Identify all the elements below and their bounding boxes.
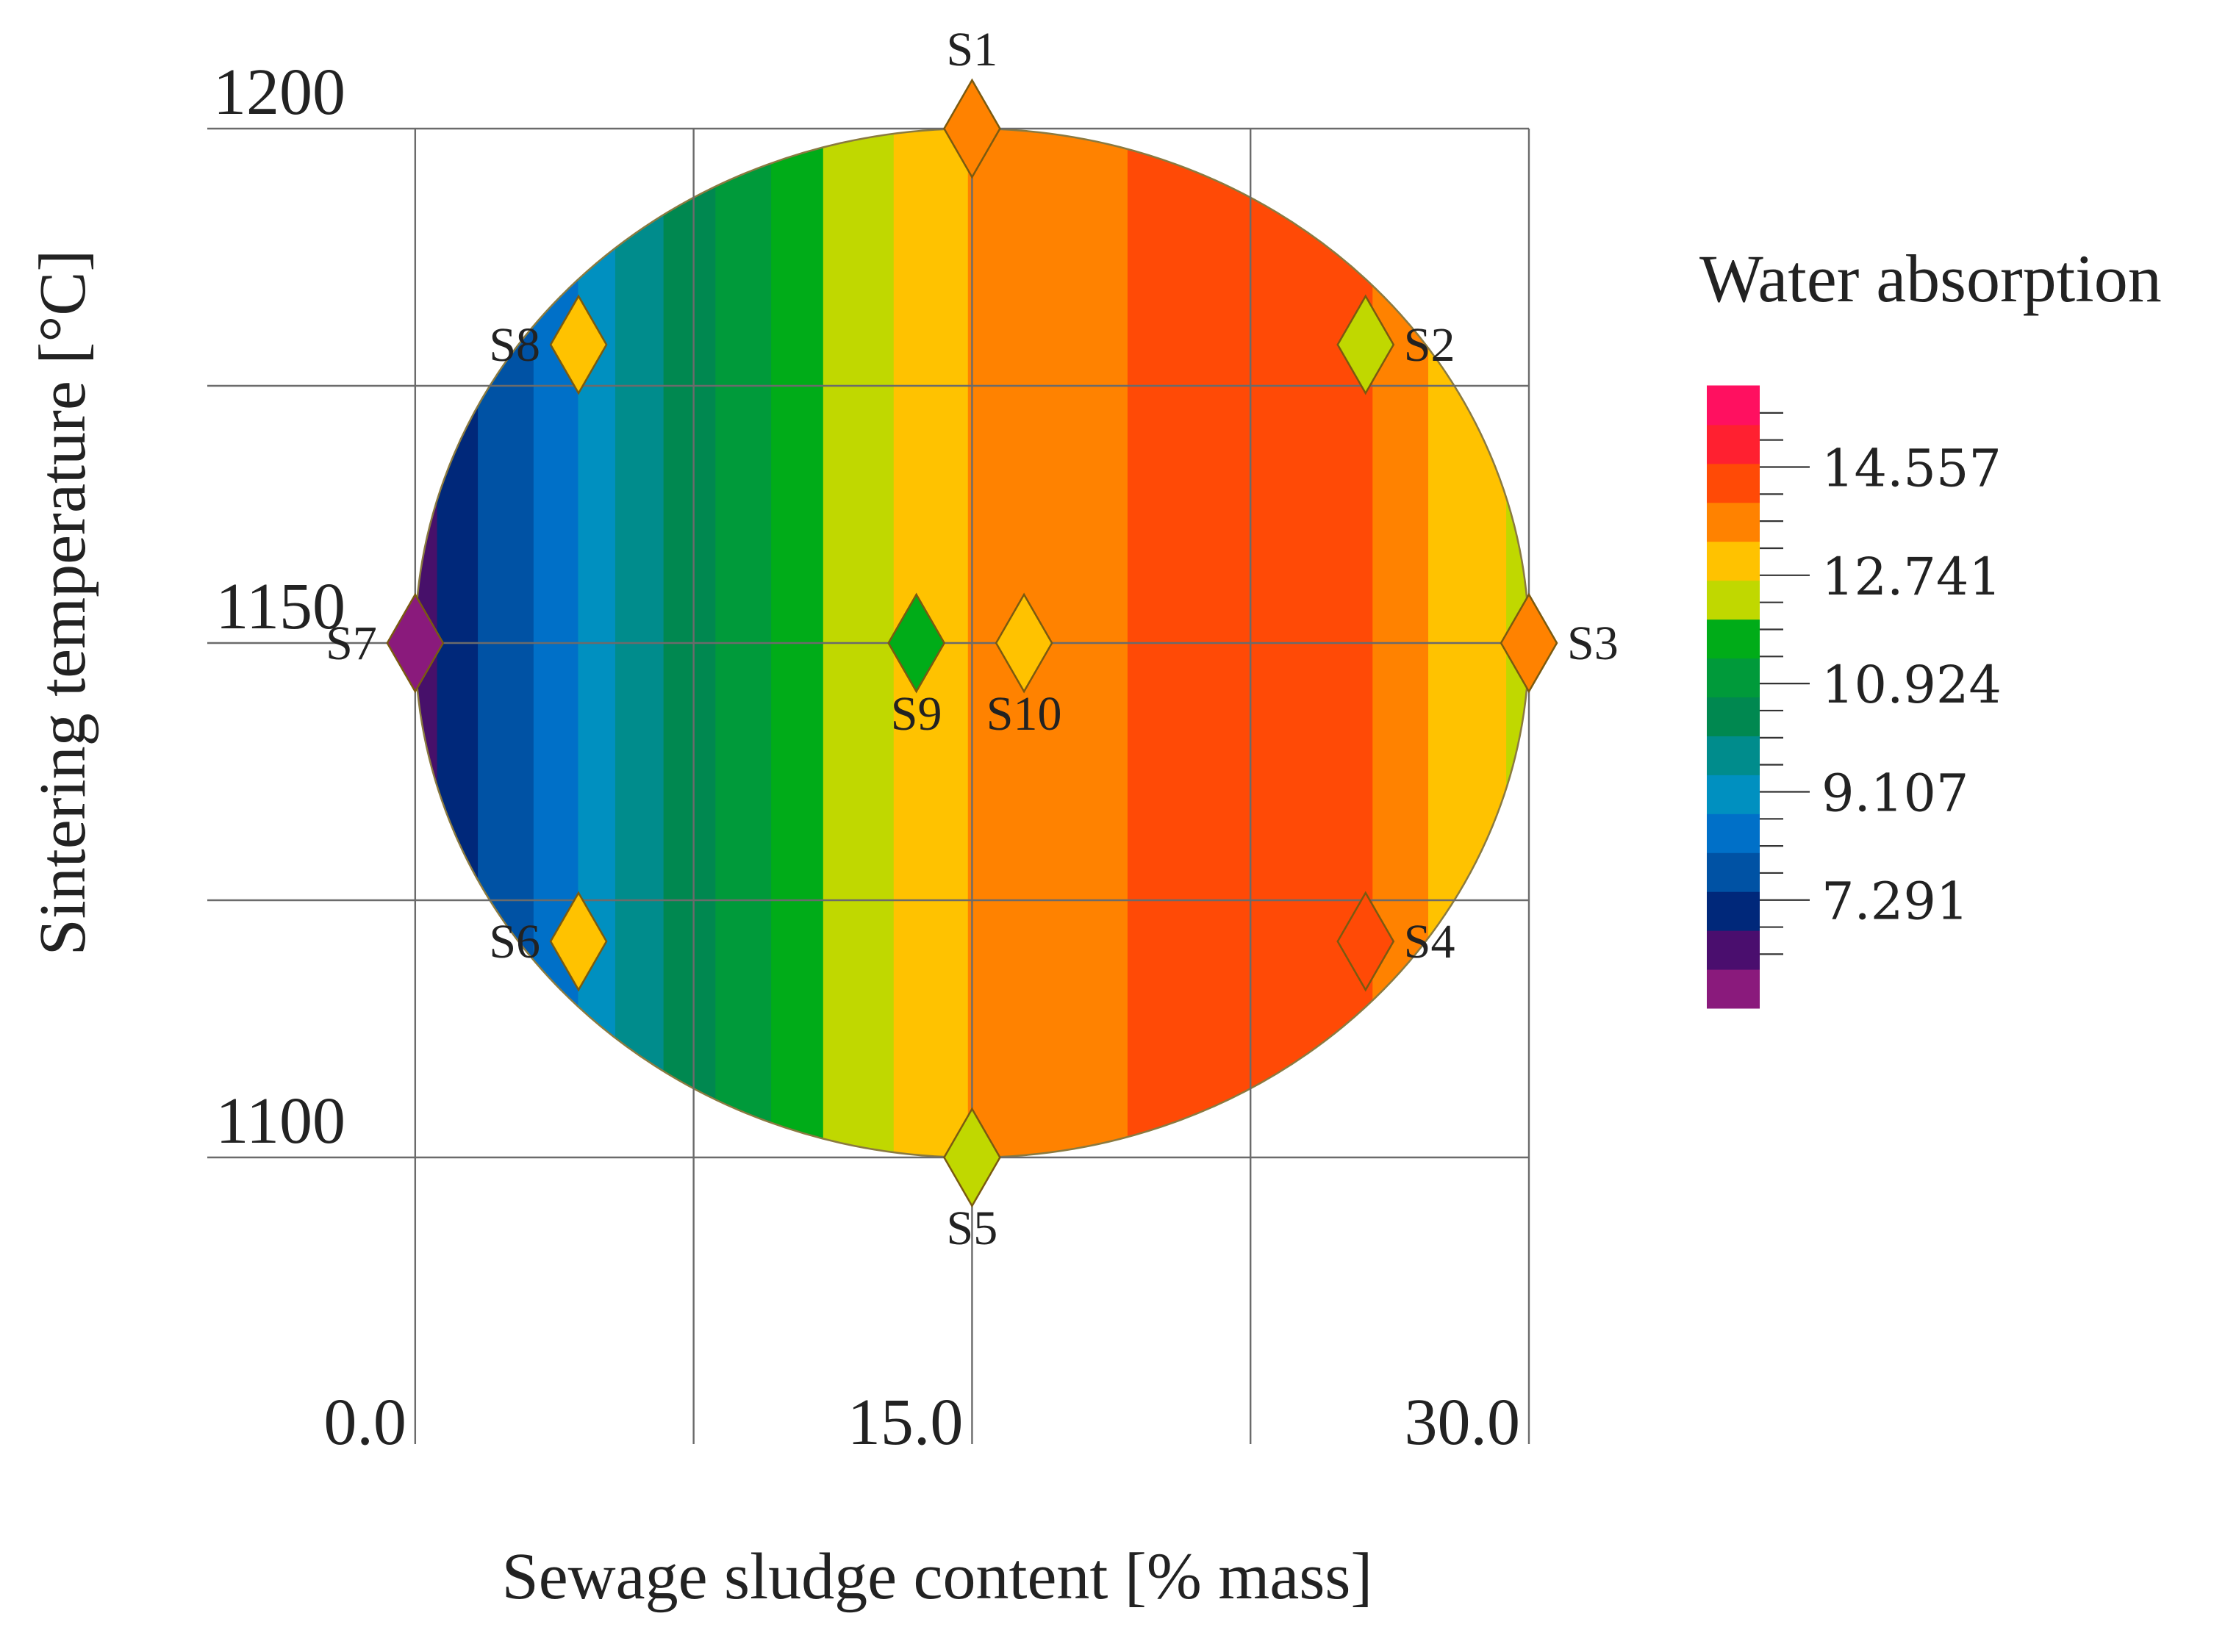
point-label-s8: S8 [489,318,540,372]
y-tick-label: 1200 [213,56,345,129]
point-label-s9: S9 [891,687,942,741]
point-marker-s10 [995,592,1053,694]
legend-title: Water absorption [1699,241,2162,316]
legend-color-bar [1707,385,1760,1009]
legend-swatch-3 [1707,891,1760,931]
point-marker-s1 [942,78,1001,179]
legend-tick-label: 10.924 [1821,655,2002,715]
y-axis-title: Sintering temperature [°C] [26,250,99,956]
legend-tick-label: 12.741 [1821,547,2002,607]
legend-swatch-6 [1707,774,1760,814]
legend-ticks: 14.557 12.741 10.924 9.107 7.291 [1760,412,2002,955]
legend-swatch-14 [1707,463,1760,503]
point-marker-s4 [1336,891,1395,992]
x-tick-label: 30.0 [1405,1386,1521,1459]
point-label-s1: S1 [947,23,998,76]
legend-swatch-15 [1707,424,1760,464]
x-tick-label: 15.0 [848,1386,964,1459]
legend-swatch-2 [1707,930,1760,970]
point-label-s10: S10 [986,687,1062,741]
point-label-s3: S3 [1567,617,1619,670]
legend-swatch-10 [1707,619,1760,659]
y-tick-label: 1150 [215,570,345,643]
point-marker-s2 [1336,294,1395,395]
legend-swatch-9 [1707,658,1760,697]
legend-tick-label: 14.557 [1821,439,2002,499]
legend-swatch-11 [1707,580,1760,620]
legend-tick-label: 9.107 [1821,763,1968,823]
legend: Water absorption 14.557 12.741 10.924 9.107… [1699,241,2162,1009]
legend-swatch-13 [1707,502,1760,542]
point-label-s5: S5 [947,1202,998,1255]
point-marker-s7 [386,592,445,694]
x-axis-title: Sewage sludge content [% mass] [502,1540,1373,1613]
y-tick-label: 1100 [215,1085,345,1157]
axis-tick-labels: 1200 1150 1100 0.0 15.0 30.0 [213,56,1520,1459]
legend-swatch-8 [1707,697,1760,736]
point-marker-s8 [549,294,608,395]
legend-swatch-1 [1707,969,1760,1009]
point-marker-s6 [549,891,608,992]
design-points: S1 S2 S3 S4 S5 S6 S7 S8 S9 S10 [326,23,1619,1255]
x-tick-label: 0.0 [323,1386,406,1459]
legend-swatch-7 [1707,735,1760,775]
grid-lines [207,127,1530,1444]
point-label-s7: S7 [326,617,377,670]
point-label-s6: S6 [489,915,540,969]
point-label-s4: S4 [1404,915,1455,969]
point-marker-s5 [942,1107,1001,1208]
legend-swatch-5 [1707,813,1760,853]
legend-swatch-4 [1707,852,1760,892]
point-label-s2: S2 [1404,318,1455,372]
legend-tick-label: 7.291 [1821,872,1968,932]
point-marker-s3 [1500,592,1558,694]
point-marker-s9 [887,592,946,694]
legend-swatch-12 [1707,541,1760,581]
legend-swatch-16 [1707,385,1760,425]
